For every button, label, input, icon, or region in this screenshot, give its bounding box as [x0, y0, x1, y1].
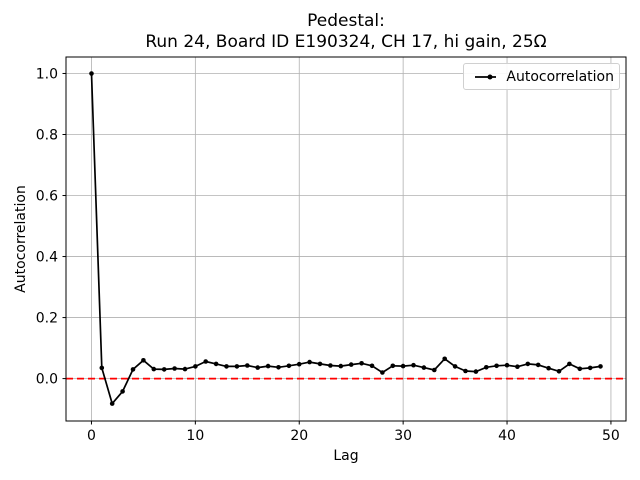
legend-label: Autocorrelation: [506, 68, 614, 85]
chart-title-line2: Run 24, Board ID E190324, CH 17, hi gain…: [145, 32, 547, 52]
svg-text:20: 20: [290, 428, 308, 444]
chart-title-line1: Pedestal:: [307, 11, 385, 31]
svg-text:30: 30: [394, 428, 412, 444]
svg-text:0: 0: [87, 428, 96, 444]
svg-text:0.4: 0.4: [36, 250, 58, 266]
svg-text:0.2: 0.2: [36, 311, 58, 327]
svg-text:0.6: 0.6: [36, 189, 58, 205]
svg-text:0.8: 0.8: [36, 127, 58, 143]
legend: Autocorrelation: [463, 63, 620, 90]
svg-text:50: 50: [602, 428, 620, 444]
svg-text:10: 10: [186, 428, 204, 444]
svg-text:0.0: 0.0: [36, 372, 58, 388]
svg-text:1.0: 1.0: [36, 66, 58, 82]
x-axis-label: Lag: [333, 448, 359, 464]
legend-line-sample-icon: [475, 74, 497, 79]
svg-text:40: 40: [498, 428, 516, 444]
chart-title: Pedestal: Run 24, Board ID E190324, CH 1…: [66, 11, 626, 53]
